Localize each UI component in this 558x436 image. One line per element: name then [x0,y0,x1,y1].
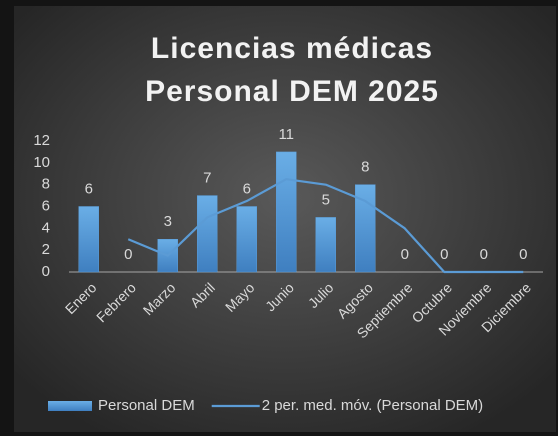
y-tick-label: 2 [42,241,50,258]
legend-label: 2 per. med. móv. (Personal DEM) [262,397,483,414]
data-label: 0 [401,246,409,263]
data-label: 7 [203,170,211,187]
data-label: 6 [85,180,93,197]
trend-line [127,178,524,274]
data-label: 3 [164,213,172,230]
legend-label: Personal DEM [98,397,195,414]
y-tick-label: 10 [33,154,50,171]
data-label: 0 [480,246,488,263]
data-label: 6 [243,180,251,197]
chart-title: Licencias médicas [151,32,433,65]
data-label: 5 [322,191,330,208]
legend-swatch [48,401,92,411]
bar [197,195,218,273]
chart-title: Personal DEM 2025 [145,75,439,108]
y-tick-label: 0 [42,263,50,280]
y-tick-label: 8 [42,176,50,193]
y-tick-label: 6 [42,197,50,214]
bar [236,206,257,273]
data-label: 0 [440,246,448,263]
data-label: 11 [278,126,294,143]
data-label: 0 [124,246,132,263]
data-label: 0 [519,246,527,263]
bar [78,206,99,273]
y-tick-label: 12 [33,132,50,149]
bar [355,184,376,273]
bar [315,217,336,273]
y-tick-label: 4 [42,219,50,236]
bar [276,151,297,273]
data-label: 8 [361,159,369,176]
